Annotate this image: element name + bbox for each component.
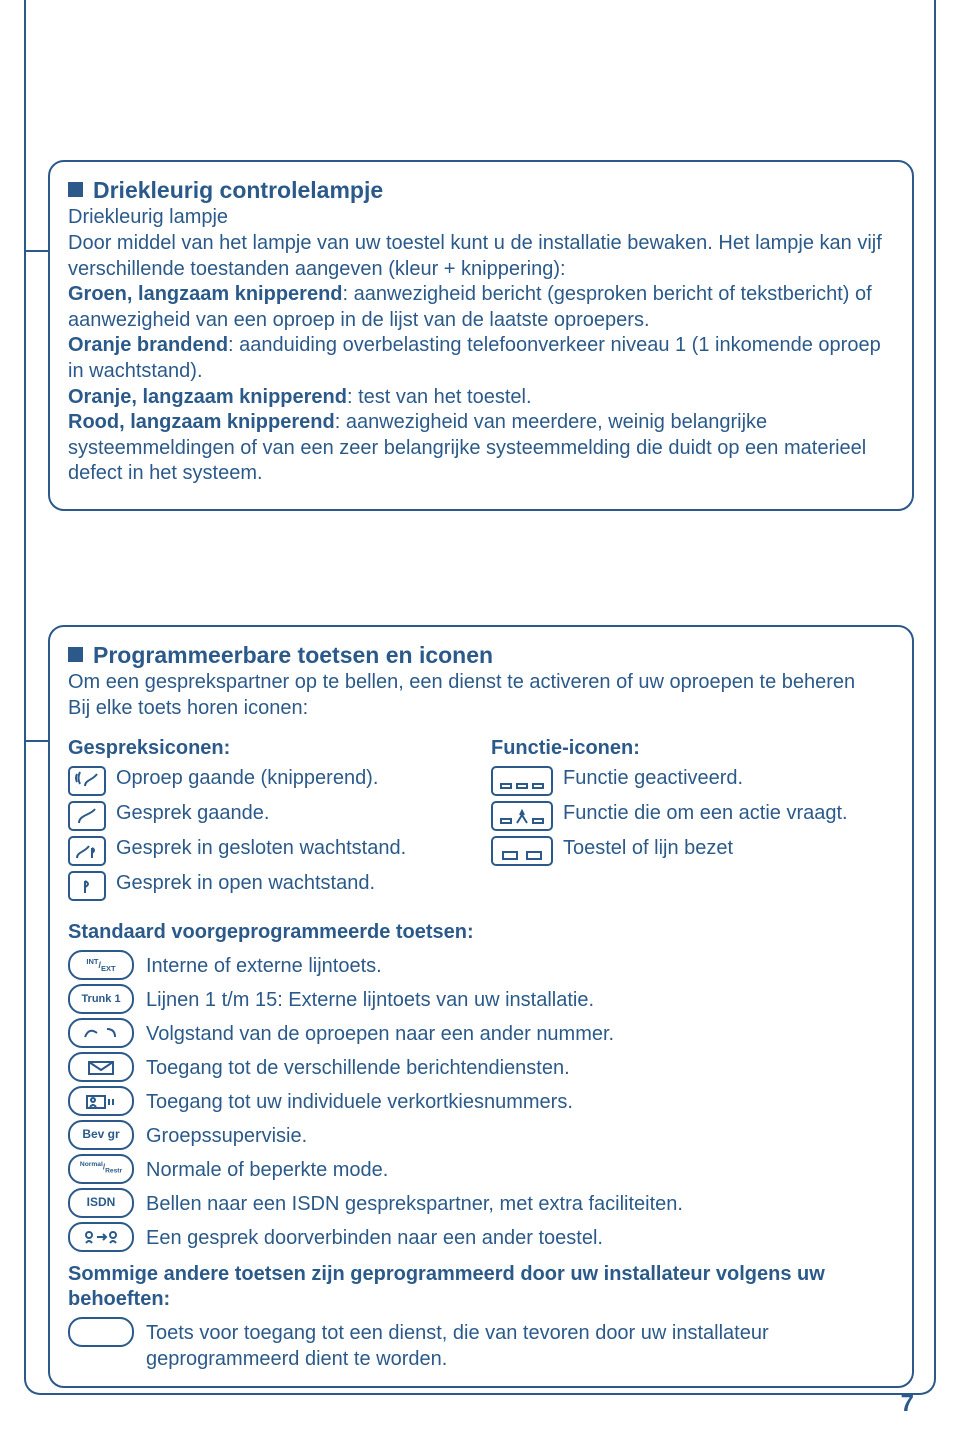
bullet-icon — [68, 647, 83, 662]
footer-heading: Sommige andere toetsen zijn geprogrammee… — [68, 1262, 894, 1313]
key-text: Toegang tot de verschillende berichtendi… — [146, 1052, 570, 1082]
col-functieiconen: Functie-iconen: Functie geactiveerd. Fun… — [491, 728, 894, 907]
state-label: Oranje, langzaam knipperend — [68, 386, 347, 408]
call-hold-open-icon — [68, 871, 106, 901]
key-row: Bev gr Groepssupervisie. — [68, 1120, 894, 1150]
call-active-icon — [68, 801, 106, 831]
key-row: Trunk 1 Lijnen 1 t/m 15: Externe lijntoe… — [68, 984, 894, 1014]
icon-row: Oproep gaande (knipperend). — [68, 766, 471, 796]
heading-text: Driekleurig controlelampje — [93, 177, 383, 203]
state-label: Rood, langzaam knipperend — [68, 411, 335, 433]
key-row: Volgstand van de oproepen naar een ander… — [68, 1018, 894, 1048]
heading-text: Programmeerbare toetsen en iconen — [93, 642, 493, 668]
preprogrammed-heading: Standaard voorgeprogrammeerde toetsen: — [68, 920, 894, 946]
key-text: Groepssupervisie. — [146, 1120, 307, 1150]
icon-label: Gesprek in gesloten wachtstand. — [116, 836, 406, 862]
icon-label: Toestel of lijn bezet — [563, 836, 733, 862]
section-heading: Driekleurig controlelampje — [68, 176, 894, 205]
key-directory-icon — [68, 1086, 134, 1116]
key-text: Normale of beperkte mode. — [146, 1154, 388, 1184]
bullet-icon — [68, 182, 83, 197]
key-text: Volgstand van de oproepen naar een ander… — [146, 1018, 614, 1048]
state-orange-solid: Oranje brandend: aanduiding overbelastin… — [68, 333, 894, 384]
intro-line-1: Om een gesprekspartner op te bellen, een… — [68, 670, 894, 696]
key-row: INT/EXT Interne of externe lijntoets. — [68, 950, 894, 980]
connector-line — [24, 740, 50, 742]
call-hold-closed-icon — [68, 836, 106, 866]
key-normal-restr: Normal/Restr — [68, 1154, 134, 1184]
state-label: Oranje brandend — [68, 334, 228, 356]
col-heading: Gespreksiconen: — [68, 736, 471, 762]
icon-label: Gesprek in open wachtstand. — [116, 871, 375, 897]
page-number: 7 — [901, 1390, 914, 1418]
intro-line-1: Door middel van het lampje van uw toeste… — [68, 232, 713, 254]
key-mail-icon — [68, 1052, 134, 1082]
state-green: Groen, langzaam knipperend: aanwezigheid… — [68, 282, 894, 333]
section-controlelampje: Driekleurig controlelampje Driekleurig l… — [48, 160, 914, 511]
key-isdn: ISDN — [68, 1188, 134, 1218]
col-heading: Functie-iconen: — [491, 736, 894, 762]
icons-columns: Gespreksiconen: Oproep gaande (knipperen… — [68, 728, 894, 907]
icon-label: Oproep gaande (knipperend). — [116, 766, 378, 792]
key-text: Interne of externe lijntoets. — [146, 950, 382, 980]
key-row: Een gesprek doorverbinden naar een ander… — [68, 1222, 894, 1252]
section-toetsen-iconen: Programmeerbare toetsen en iconen Om een… — [48, 625, 914, 1388]
function-active-icon — [491, 766, 553, 796]
icon-label: Functie geactiveerd. — [563, 766, 743, 792]
key-text: Lijnen 1 t/m 15: Externe lijntoets van u… — [146, 984, 594, 1014]
key-row: Toegang tot de verschillende berichtendi… — [68, 1052, 894, 1082]
intro-line-2: Bij elke toets horen iconen: — [68, 696, 894, 722]
key-text: Een gesprek doorverbinden naar een ander… — [146, 1222, 603, 1252]
key-forward-icon — [68, 1018, 134, 1048]
call-blinking-icon — [68, 766, 106, 796]
key-row: Normal/Restr Normale of beperkte mode. — [68, 1154, 894, 1184]
key-blank — [68, 1317, 134, 1347]
key-bevgr: Bev gr — [68, 1120, 134, 1150]
icon-row: Functie geactiveerd. — [491, 766, 894, 796]
key-text: Toets voor toegang tot een dienst, die v… — [146, 1317, 894, 1372]
key-row: Toets voor toegang tot een dienst, die v… — [68, 1317, 894, 1372]
key-transfer-icon — [68, 1222, 134, 1252]
key-row: Toegang tot uw individuele verkortkiesnu… — [68, 1086, 894, 1116]
line-busy-icon — [491, 836, 553, 866]
key-text: Toegang tot uw individuele verkortkiesnu… — [146, 1086, 573, 1116]
key-row: ISDN Bellen naar een ISDN gesprekspartne… — [68, 1188, 894, 1218]
icon-row: Gesprek gaande. — [68, 801, 471, 831]
icon-row: Toestel of lijn bezet — [491, 836, 894, 866]
key-text: Bellen naar een ISDN gesprekspartner, me… — [146, 1188, 683, 1218]
icon-label: Gesprek gaande. — [116, 801, 269, 827]
state-orange-blink: Oranje, langzaam knipperend: test van he… — [68, 385, 894, 411]
section-heading: Programmeerbare toetsen en iconen — [68, 641, 894, 670]
state-red: Rood, langzaam knipperend: aanwezigheid … — [68, 410, 894, 487]
icon-row: Functie die om een actie vraagt. — [491, 801, 894, 831]
icon-row: Gesprek in open wachtstand. — [68, 871, 471, 901]
col-gespreksiconen: Gespreksiconen: Oproep gaande (knipperen… — [68, 728, 471, 907]
key-int-ext: INT/EXT — [68, 950, 134, 980]
function-action-icon — [491, 801, 553, 831]
state-text: : test van het toestel. — [347, 386, 532, 408]
sub-line: Driekleurig lampje — [68, 205, 894, 231]
connector-line — [24, 250, 50, 252]
key-trunk1: Trunk 1 — [68, 984, 134, 1014]
state-label: Groen, langzaam knipperend — [68, 283, 343, 305]
icon-row: Gesprek in gesloten wachtstand. — [68, 836, 471, 866]
icon-label: Functie die om een actie vraagt. — [563, 801, 848, 827]
